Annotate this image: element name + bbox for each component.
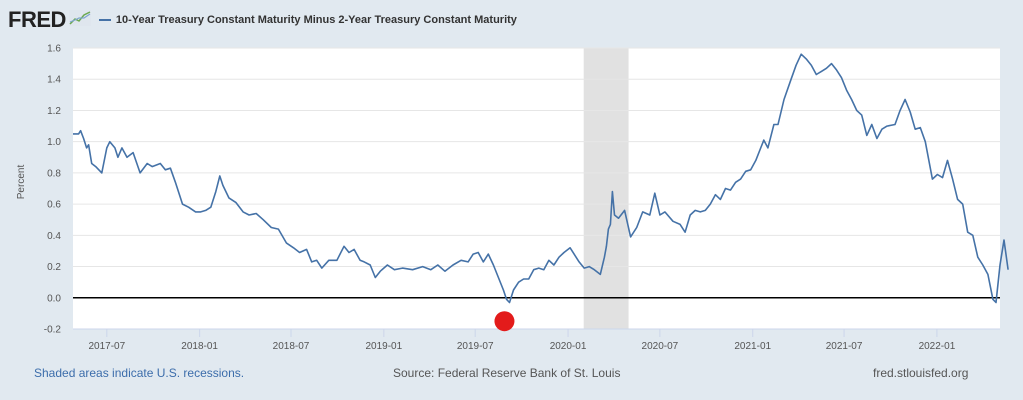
y-tick-label: 0.8	[47, 168, 61, 179]
y-axis-title: Percent	[16, 165, 27, 200]
chart-header: FRED 10-Year Treasury Constant Maturity …	[8, 7, 517, 33]
recession-shading-group	[583, 48, 629, 329]
legend-series-swatch	[98, 19, 111, 21]
recession-note: Shaded areas indicate U.S. recessions.	[34, 366, 245, 380]
x-tick-label: 2022-01	[919, 341, 956, 352]
y-tick-label: 1.6	[47, 44, 61, 55]
y-tick-label: 1.2	[47, 106, 61, 117]
x-tick-label: 2019-07	[457, 341, 494, 352]
x-axis-ticks: 2017-07 2018-01 2018-07 2019-01 2019-07 2020-…	[88, 329, 956, 352]
y-tick-label: 1.4	[47, 75, 61, 86]
x-tick-label: 2018-01	[181, 341, 218, 352]
source-note: Source: Federal Reserve Bank of St. Loui…	[393, 366, 621, 380]
site-link[interactable]: fred.stlouisfed.org	[873, 366, 969, 380]
recession-shade	[583, 48, 629, 329]
y-tick-label: -0.2	[44, 325, 62, 336]
x-tick-label: 2017-07	[88, 341, 125, 352]
x-tick-label: 2019-01	[365, 341, 402, 352]
x-tick-label: 2020-07	[642, 341, 679, 352]
x-tick-label: 2021-01	[734, 341, 771, 352]
fred-logo[interactable]: FRED	[8, 7, 66, 32]
plot-area	[73, 48, 1000, 329]
y-tick-label: 0.0	[47, 293, 61, 304]
x-tick-label: 2020-01	[550, 341, 587, 352]
inversion-marker	[494, 311, 515, 332]
legend-series-label[interactable]: 10-Year Treasury Constant Maturity Minus…	[115, 14, 517, 26]
y-tick-label: 0.6	[47, 200, 61, 211]
x-tick-label: 2021-07	[826, 341, 863, 352]
series-line[interactable]	[73, 53, 1009, 304]
y-tick-label: 0.2	[47, 262, 61, 273]
y-axis-ticks: -0.2 0.0 0.2 0.4 0.6 0.8 1.0 1.2 1.4 1.6	[44, 44, 62, 336]
trend-chart-icon	[68, 9, 91, 31]
y-tick-label: 1.0	[47, 137, 61, 148]
x-tick-label: 2018-07	[273, 341, 310, 352]
y-tick-label: 0.4	[47, 231, 61, 242]
